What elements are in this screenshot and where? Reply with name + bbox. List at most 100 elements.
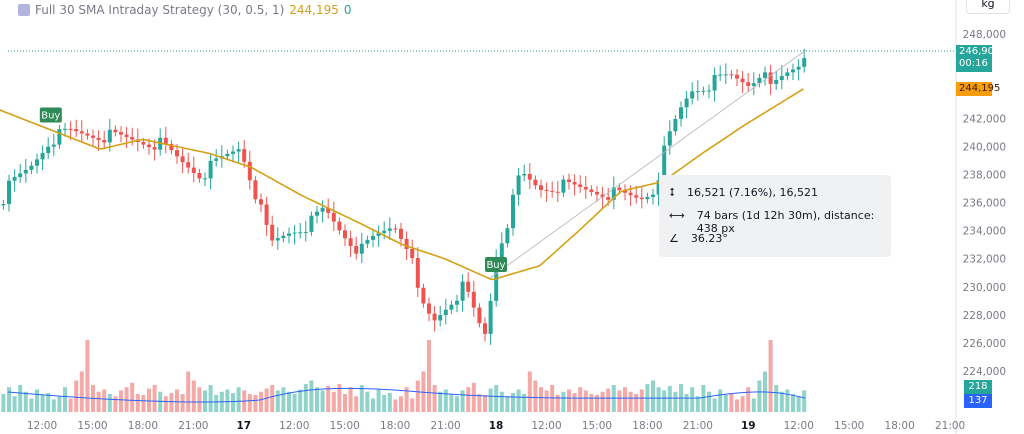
volume-bar xyxy=(583,390,588,412)
volume-bar xyxy=(516,389,521,412)
x-tick-label: 18 xyxy=(489,420,504,432)
candle-body xyxy=(415,258,420,288)
volume-bar xyxy=(690,387,695,412)
y-tick-label: 224,000 xyxy=(963,366,1006,378)
candle-body xyxy=(505,228,510,244)
candle-body xyxy=(673,118,678,132)
candle-body xyxy=(427,303,431,314)
y-tick-label: 230,000 xyxy=(963,282,1006,294)
volume-bar xyxy=(595,394,599,412)
volume-bar xyxy=(667,385,672,412)
candle-body xyxy=(774,79,779,84)
volume-bar xyxy=(259,391,263,412)
volume-bar xyxy=(460,390,465,412)
x-tick-label: 21:00 xyxy=(935,420,965,432)
volume-bar xyxy=(208,385,213,412)
x-tick-label: 15:00 xyxy=(330,420,360,432)
candle-body xyxy=(175,150,179,157)
volume-bar xyxy=(443,389,448,412)
candle-body xyxy=(281,235,286,239)
strategy-legend[interactable]: Full 30 SMA Intraday Strategy (30, 0.5, … xyxy=(18,3,352,17)
volume-bar xyxy=(740,396,745,412)
candle-body xyxy=(292,232,297,234)
candle-body xyxy=(802,58,807,67)
candle-body xyxy=(455,300,459,305)
candle-body xyxy=(606,197,611,200)
candle-body xyxy=(516,175,521,195)
candle-body xyxy=(18,173,23,178)
candle-body xyxy=(7,180,11,205)
candle-body xyxy=(757,77,762,84)
candle-body xyxy=(533,179,538,186)
candle-body xyxy=(152,147,157,150)
volume-bar xyxy=(141,394,146,412)
candle-body xyxy=(315,211,319,216)
sma-price-label: 244,195 xyxy=(956,82,1000,96)
unit-button[interactable]: kg xyxy=(966,0,1010,14)
candle-body xyxy=(186,162,191,168)
volume-bar xyxy=(331,391,336,412)
last-price-label: 246,903 00:16 xyxy=(956,45,1000,72)
volume-bar xyxy=(354,396,359,412)
volume-bar xyxy=(303,384,308,412)
volume-bar xyxy=(567,389,571,412)
candle-body xyxy=(701,90,706,92)
x-tick-label: 15:00 xyxy=(77,420,107,432)
candle-body xyxy=(303,231,308,233)
candle-body xyxy=(242,149,247,162)
candle-body xyxy=(634,195,639,198)
candle-body xyxy=(354,246,359,254)
candle-body xyxy=(208,160,213,179)
y-tick-label: 238,000 xyxy=(963,169,1006,181)
candle-body xyxy=(203,178,207,180)
candle-body xyxy=(679,107,683,119)
measure-angle-row: ∠ 36.23° xyxy=(669,232,728,245)
volume-bar xyxy=(455,396,459,412)
volume-bar xyxy=(634,394,639,412)
candle-body xyxy=(40,153,45,160)
volume-bar xyxy=(600,391,605,412)
candle-body xyxy=(298,232,303,234)
volume-bar xyxy=(102,389,107,412)
volume-bar xyxy=(359,385,364,412)
candle-body xyxy=(393,228,398,230)
volume-bar xyxy=(572,393,577,412)
candle-body xyxy=(74,129,79,132)
x-tick-label: 18:00 xyxy=(380,420,410,432)
volume-bar xyxy=(791,394,795,412)
candle-body xyxy=(477,307,482,324)
candle-body xyxy=(337,221,342,231)
volume-bar xyxy=(343,394,347,412)
volume-bar xyxy=(522,394,527,412)
candle-body xyxy=(51,144,56,147)
candle-body xyxy=(147,144,151,148)
candle-body xyxy=(214,158,219,161)
volume-ma-label: 137 xyxy=(964,394,992,408)
candle-body xyxy=(667,131,672,146)
candle-body xyxy=(471,291,476,308)
candle-body xyxy=(130,137,135,140)
candle-body xyxy=(779,76,784,80)
candle-body xyxy=(488,300,493,334)
volume-bar xyxy=(606,388,611,412)
volume-bar xyxy=(735,399,739,412)
candle-body xyxy=(561,179,566,193)
candle-body xyxy=(197,173,202,179)
candle-body xyxy=(768,72,773,84)
volume-bar xyxy=(729,393,734,412)
x-tick-label: 18:00 xyxy=(885,420,915,432)
candle-body xyxy=(169,143,174,151)
x-tick-label: 19 xyxy=(741,420,756,432)
strategy-value: 244,195 xyxy=(289,3,339,17)
candle-body xyxy=(796,66,801,70)
measure-price: 16,521 (7.16%), 16,521 xyxy=(686,186,818,199)
candle-body xyxy=(729,74,734,76)
candle-body xyxy=(326,207,331,213)
volume-bar xyxy=(292,394,297,412)
candle-body xyxy=(583,186,588,190)
candle-body xyxy=(432,313,437,321)
candle-body xyxy=(410,249,415,259)
candle-body xyxy=(259,199,263,205)
volume-bar xyxy=(785,389,790,412)
